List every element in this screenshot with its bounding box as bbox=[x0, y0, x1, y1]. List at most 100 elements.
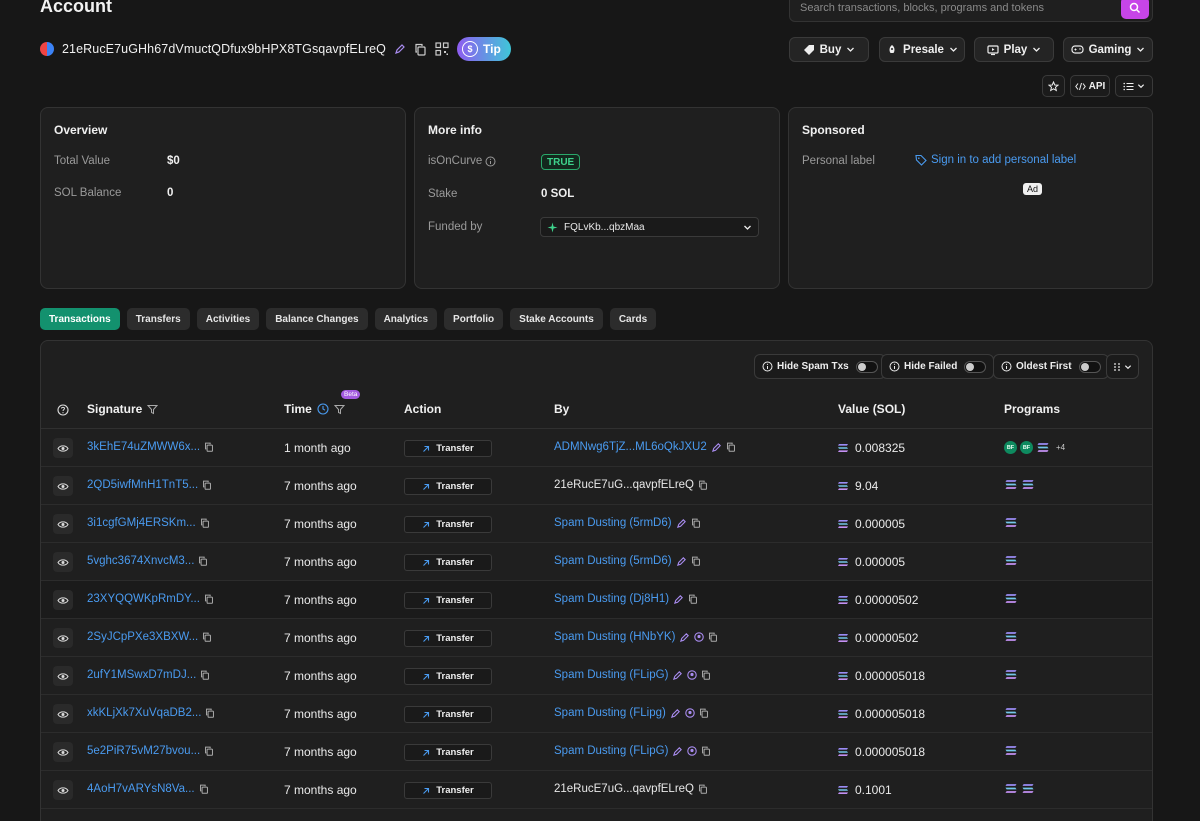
table-row[interactable]: 2QD5iwfMnH1TnT5... 7 months ago Transfer 21… bbox=[41, 467, 1152, 505]
by-address[interactable]: Spam Dusting (FLipg) bbox=[554, 707, 666, 719]
table-row[interactable]: 2SyJCpPXe3XBXW... 7 months ago Transfer Spa… bbox=[41, 619, 1152, 657]
signature-cell[interactable]: xkKLjXk7XuVqaDB2... bbox=[87, 707, 215, 719]
copy-icon[interactable] bbox=[205, 708, 215, 718]
signature-cell[interactable]: 4AoH7vARYsN8Va... bbox=[87, 783, 209, 795]
copy-icon[interactable] bbox=[701, 670, 711, 680]
table-row[interactable]: 23XYQQWKpRmDY... 7 months ago Transfer Spam… bbox=[41, 581, 1152, 619]
copy-icon[interactable] bbox=[698, 784, 708, 794]
view-details-button[interactable] bbox=[53, 666, 73, 686]
hide-failed-toggle[interactable]: Hide Failed bbox=[881, 354, 995, 379]
signature-link[interactable]: xkKLjXk7XuVqaDB2... bbox=[87, 707, 202, 719]
edit-icon[interactable] bbox=[711, 442, 722, 453]
tab-transfers[interactable]: Transfers bbox=[126, 308, 190, 330]
funded-by-dropdown[interactable]: FQLvKb...qbzMaa bbox=[540, 217, 759, 237]
edit-icon[interactable] bbox=[672, 746, 683, 757]
copy-icon[interactable] bbox=[202, 480, 212, 490]
gaming-dropdown[interactable]: Gaming bbox=[1063, 37, 1153, 62]
by-address[interactable]: 21eRucE7uG...qavpfELreQ bbox=[554, 783, 694, 795]
view-details-button[interactable] bbox=[53, 552, 73, 572]
by-address[interactable]: Spam Dusting (Dj8H1) bbox=[554, 593, 670, 605]
column-settings-button[interactable] bbox=[1106, 354, 1139, 379]
signature-link[interactable]: 2ufY1MSwxD7mDJ... bbox=[87, 669, 197, 681]
edit-icon[interactable] bbox=[670, 708, 681, 719]
signature-link[interactable]: 2QD5iwfMnH1TnT5... bbox=[87, 479, 199, 491]
clock-icon[interactable] bbox=[317, 403, 329, 415]
buy-dropdown[interactable]: Buy bbox=[789, 37, 869, 62]
table-row[interactable]: 5e2PiR75vM27bvou... 7 months ago Transfer S… bbox=[41, 733, 1152, 771]
sign-in-personal-label-link[interactable]: Sign in to add personal label bbox=[915, 154, 1076, 166]
help-icon[interactable] bbox=[57, 404, 69, 416]
table-row[interactable]: 5vghc3674XnvcM3... 7 months ago Transfer Sp… bbox=[41, 543, 1152, 581]
copy-icon[interactable] bbox=[701, 746, 711, 756]
view-details-button[interactable] bbox=[53, 476, 73, 496]
favorite-button[interactable] bbox=[1042, 75, 1065, 97]
edit-icon[interactable] bbox=[679, 632, 690, 643]
presale-dropdown[interactable]: Presale bbox=[879, 37, 965, 62]
by-address[interactable]: 21eRucE7uG...qavpfELreQ bbox=[554, 479, 694, 491]
view-details-button[interactable] bbox=[53, 704, 73, 724]
hide-failed-switch[interactable] bbox=[964, 360, 987, 373]
play-dropdown[interactable]: Play bbox=[974, 37, 1054, 62]
copy-icon[interactable] bbox=[202, 632, 212, 642]
api-button[interactable]: API bbox=[1070, 75, 1110, 97]
tab-cards[interactable]: Cards bbox=[609, 308, 657, 330]
copy-icon[interactable] bbox=[726, 442, 736, 452]
signature-link[interactable]: 5e2PiR75vM27bvou... bbox=[87, 745, 201, 757]
copy-icon[interactable] bbox=[688, 594, 698, 604]
bf-program-icon[interactable]: BF bbox=[1004, 441, 1017, 454]
signature-cell[interactable]: 2QD5iwfMnH1TnT5... bbox=[87, 479, 212, 491]
signature-cell[interactable]: 23XYQQWKpRmDY... bbox=[87, 593, 214, 605]
tab-stake-accounts[interactable]: Stake Accounts bbox=[510, 308, 603, 330]
copy-icon[interactable] bbox=[691, 518, 701, 528]
filter-icon[interactable] bbox=[147, 404, 159, 415]
copy-icon[interactable] bbox=[200, 518, 210, 528]
tip-button[interactable]: $ Tip bbox=[457, 37, 511, 61]
tab-portfolio[interactable]: Portfolio bbox=[444, 308, 504, 330]
copy-icon[interactable] bbox=[708, 632, 718, 642]
table-row[interactable]: 3i1cgfGMj4ERSKm... 7 months ago Transfer Sp… bbox=[41, 505, 1152, 543]
signature-link[interactable]: 23XYQQWKpRmDY... bbox=[87, 593, 200, 605]
edit-icon[interactable] bbox=[676, 556, 687, 567]
list-menu-button[interactable] bbox=[1115, 75, 1153, 97]
hide-spam-toggle[interactable]: Hide Spam Txs bbox=[754, 354, 886, 379]
signature-cell[interactable]: 5e2PiR75vM27bvou... bbox=[87, 745, 214, 757]
signature-link[interactable]: 5vghc3674XnvcM3... bbox=[87, 555, 195, 567]
view-details-button[interactable] bbox=[53, 780, 73, 800]
view-details-button[interactable] bbox=[53, 514, 73, 534]
edit-icon[interactable] bbox=[673, 594, 684, 605]
signature-cell[interactable]: 3kEhE74uZMWW6x... bbox=[87, 441, 214, 453]
copy-icon[interactable] bbox=[204, 746, 214, 756]
by-address[interactable]: Spam Dusting (5rmD6) bbox=[554, 517, 672, 529]
signature-cell[interactable]: 5vghc3674XnvcM3... bbox=[87, 555, 208, 567]
tab-analytics[interactable]: Analytics bbox=[374, 308, 438, 330]
signature-link[interactable]: 3kEhE74uZMWW6x... bbox=[87, 441, 201, 453]
table-row[interactable]: 4AoH7vARYsN8Va... 7 months ago Transfer 21e… bbox=[41, 771, 1152, 809]
edit-icon[interactable] bbox=[394, 43, 406, 55]
edit-icon[interactable] bbox=[676, 518, 687, 529]
signature-cell[interactable]: 3i1cgfGMj4ERSKm... bbox=[87, 517, 210, 529]
by-address[interactable]: ADMNwg6TjZ...ML6oQkJXU2 bbox=[554, 441, 707, 453]
copy-icon[interactable] bbox=[691, 556, 701, 566]
search-button[interactable] bbox=[1121, 0, 1149, 19]
copy-icon[interactable] bbox=[414, 43, 427, 56]
by-address[interactable]: Spam Dusting (FLipG) bbox=[554, 745, 669, 757]
tab-transactions[interactable]: Transactions bbox=[40, 308, 120, 330]
copy-icon[interactable] bbox=[698, 480, 708, 490]
oldest-first-toggle[interactable]: Oldest First bbox=[993, 354, 1109, 379]
view-details-button[interactable] bbox=[53, 438, 73, 458]
search-input[interactable]: Search transactions, blocks, programs an… bbox=[789, 0, 1153, 22]
oldest-first-switch[interactable] bbox=[1078, 360, 1101, 373]
signature-cell[interactable]: 2SyJCpPXe3XBXW... bbox=[87, 631, 212, 643]
by-address[interactable]: Spam Dusting (HNbYK) bbox=[554, 631, 676, 643]
copy-icon[interactable] bbox=[699, 708, 709, 718]
signature-cell[interactable]: 2ufY1MSwxD7mDJ... bbox=[87, 669, 210, 681]
copy-icon[interactable] bbox=[199, 784, 209, 794]
copy-icon[interactable] bbox=[200, 670, 210, 680]
hide-spam-switch[interactable] bbox=[855, 360, 878, 373]
view-details-button[interactable] bbox=[53, 590, 73, 610]
tab-activities[interactable]: Activities bbox=[196, 308, 260, 330]
edit-icon[interactable] bbox=[672, 670, 683, 681]
copy-icon[interactable] bbox=[204, 442, 214, 452]
table-row[interactable]: xkKLjXk7XuVqaDB2... 7 months ago Transfer S… bbox=[41, 695, 1152, 733]
copy-icon[interactable] bbox=[204, 594, 214, 604]
